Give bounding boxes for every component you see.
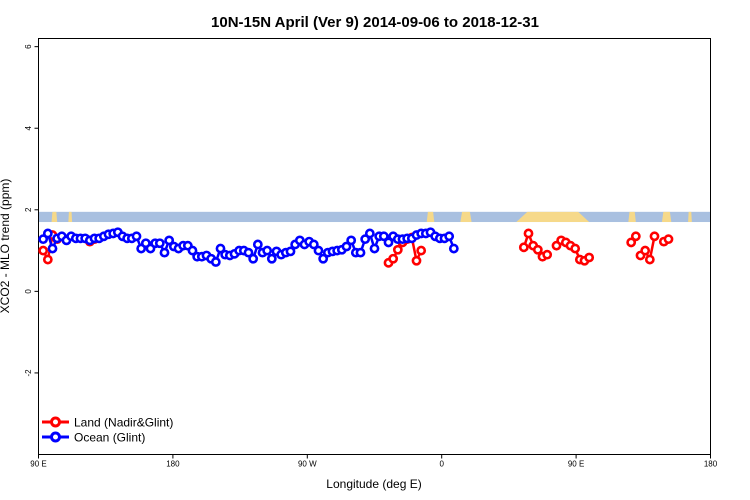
legend: Land (Nadir&Glint) Ocean (Glint)	[42, 416, 173, 445]
plot-frame	[38, 38, 711, 455]
y-tick-label: 2	[24, 207, 33, 212]
data-point	[346, 235, 357, 246]
y-tick-label: 0	[24, 289, 33, 294]
data-point	[313, 245, 324, 256]
legend-land-label: Land (Nadir&Glint)	[74, 416, 173, 430]
data-point	[392, 244, 403, 255]
data-point	[444, 231, 455, 242]
data-point	[388, 253, 399, 264]
data-point	[532, 244, 543, 255]
land-patch	[51, 211, 58, 223]
land-patch	[688, 211, 692, 223]
ocean-band	[38, 211, 711, 223]
data-point	[38, 245, 49, 256]
legend-land-marker	[50, 416, 61, 428]
data-point	[584, 252, 595, 263]
data-point	[644, 254, 655, 265]
data-point	[518, 242, 529, 253]
series-ocean	[38, 227, 459, 267]
y-tick-label: 4	[24, 125, 33, 130]
x-tick-label: 90 E	[568, 460, 584, 469]
y-tick-label: -2	[24, 369, 33, 377]
data-point	[640, 245, 651, 256]
data-point	[154, 238, 165, 249]
x-tick-label: 180	[704, 460, 718, 469]
y-axis: -2 0 2 4 6	[24, 44, 39, 377]
data-point	[248, 253, 259, 264]
data-point	[523, 228, 534, 239]
legend-ocean-marker	[50, 431, 61, 443]
land-patch	[661, 211, 672, 223]
data-point	[308, 239, 319, 250]
data-point	[364, 228, 375, 239]
data-point	[626, 237, 637, 248]
data-point	[210, 257, 221, 267]
data-point	[187, 245, 198, 256]
x-axis: 90 E 180 90 W 0 90 E 180	[30, 454, 718, 469]
x-tick-label: 0	[439, 460, 444, 469]
x-tick-label: 180	[166, 460, 180, 469]
chart-title: 10N-15N April (Ver 9) 2014-09-06 to 2018…	[211, 14, 539, 31]
y-tick-label: 6	[24, 44, 33, 49]
data-point	[47, 243, 58, 254]
data-point	[266, 253, 277, 264]
data-point	[369, 243, 380, 254]
data-point	[215, 243, 226, 254]
land-patch	[460, 211, 472, 223]
land-patch	[516, 211, 590, 223]
data-point	[355, 247, 366, 258]
data-point	[378, 231, 389, 242]
data-point	[318, 253, 329, 264]
data-point	[164, 235, 175, 246]
series-layer	[38, 227, 674, 268]
land-patch	[628, 211, 636, 223]
data-point	[252, 239, 263, 250]
data-point	[42, 228, 53, 239]
data-point	[383, 237, 394, 248]
land-patch	[426, 211, 435, 223]
data-point	[341, 241, 352, 252]
data-point	[159, 247, 170, 258]
data-point	[542, 249, 553, 260]
data-point	[570, 243, 581, 254]
data-point	[663, 234, 674, 245]
x-tick-label: 90 E	[30, 460, 46, 469]
x-axis-label: Longitude (deg E)	[326, 477, 421, 491]
data-point	[630, 231, 641, 242]
land-patch	[68, 211, 73, 223]
data-point	[416, 245, 427, 256]
y-axis-label: XCO2 - MLO trend (ppm)	[0, 179, 12, 314]
x-tick-label: 90 W	[298, 460, 317, 469]
legend-ocean-label: Ocean (Glint)	[74, 431, 145, 445]
land-ocean-band	[38, 211, 711, 223]
data-point	[285, 246, 296, 257]
data-point	[411, 255, 422, 266]
data-point	[448, 243, 459, 254]
data-point	[262, 245, 273, 256]
data-point	[131, 231, 142, 242]
data-point	[649, 231, 660, 242]
data-point	[42, 254, 53, 265]
data-point	[243, 247, 254, 258]
